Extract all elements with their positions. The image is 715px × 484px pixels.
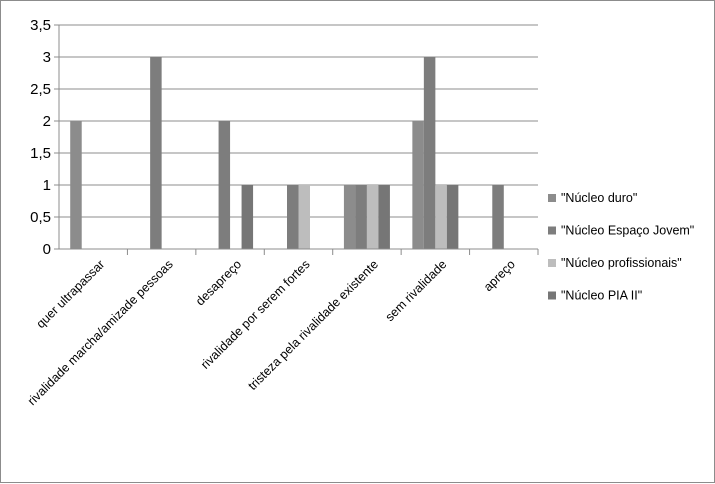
legend-swatch xyxy=(548,291,556,300)
x-category-label: quer ultrapassar xyxy=(34,257,108,331)
x-category-label: tristeza pela rivalidade existente xyxy=(245,257,381,393)
bar xyxy=(423,57,436,249)
bar xyxy=(298,185,310,249)
bar xyxy=(435,185,447,249)
y-tick-label: 0 xyxy=(43,241,51,258)
y-tick-label: 0,5 xyxy=(30,209,51,226)
bar xyxy=(446,185,459,249)
y-tick-label: 3,5 xyxy=(30,17,51,34)
bar xyxy=(218,121,231,249)
y-tick-label: 3 xyxy=(43,49,51,66)
bar xyxy=(355,185,367,249)
legend: "Núcleo duro" "Núcleo Espaço Jovem" "Núcle… xyxy=(548,191,694,303)
legend-label: "Núcleo duro" xyxy=(561,191,637,205)
y-tick-label: 2 xyxy=(43,113,51,130)
legend-label: "Núcleo PIA II" xyxy=(561,289,642,303)
y-tick-label: 2,5 xyxy=(30,81,51,98)
y-tick-label: 1 xyxy=(43,177,51,194)
x-category-label: apreço xyxy=(481,257,518,294)
x-category-label: rivalidade marcha/amizade pessoas xyxy=(25,257,176,408)
bar xyxy=(287,185,299,249)
bar xyxy=(412,121,424,249)
bar xyxy=(150,57,162,249)
bar xyxy=(378,185,390,249)
x-category-label: desapreço xyxy=(193,257,244,308)
x-category-label: sem rivalidade xyxy=(383,257,450,324)
legend-label: "Núcleo profissionais" xyxy=(561,256,682,270)
legend-label: "Núcleo Espaço Jovem" xyxy=(561,224,694,238)
bar xyxy=(70,121,82,249)
legend-swatch xyxy=(548,194,556,202)
bars xyxy=(70,57,504,249)
bar xyxy=(241,185,254,249)
y-tick-labels: 0 0,5 1 1,5 2 2,5 3 3,5 xyxy=(30,17,51,258)
x-category-label: rivalidade por serem fortes xyxy=(198,257,313,372)
legend-swatch xyxy=(548,226,556,235)
axes xyxy=(54,24,539,255)
gridlines xyxy=(59,24,538,218)
bar xyxy=(492,185,504,249)
bar xyxy=(343,185,356,249)
y-tick-label: 1,5 xyxy=(30,145,51,162)
legend-swatch xyxy=(548,259,556,267)
bar xyxy=(366,185,379,249)
